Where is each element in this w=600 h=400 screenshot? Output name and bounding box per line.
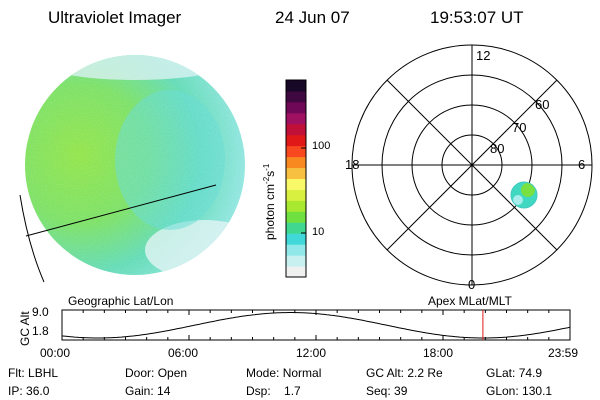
colorbar-tick-10: 10	[312, 226, 325, 238]
info-dsp: Dsp: 1.7	[246, 384, 301, 398]
colorbar-band	[286, 123, 306, 136]
date-label: 24 Jun 07	[275, 8, 350, 27]
colorbar-band	[286, 134, 306, 147]
info-mode: Mode: Normal	[246, 366, 322, 380]
apex-coords-label: Apex MLat/MLT	[428, 294, 512, 308]
time-tick-3: 18:00	[423, 346, 454, 360]
info-ip: IP: 36.0	[8, 384, 50, 398]
lat-label-70: 70	[512, 120, 527, 135]
colorbar-band	[286, 255, 306, 267]
info-gain: Gain: 14	[125, 384, 171, 398]
info-glon: GLon: 130.1	[486, 384, 553, 398]
mlt-label-0: 0	[468, 277, 476, 292]
colorbar-band	[286, 266, 306, 278]
colorbar-band	[286, 200, 306, 212]
terminator-line	[25, 184, 217, 237]
colorbar-band	[286, 244, 306, 256]
limb-arc	[19, 194, 45, 283]
colorbar-band	[286, 178, 306, 190]
gc-alt-top-value: 9.0	[32, 305, 49, 319]
colorbar-band	[286, 233, 306, 245]
gc-alt-bottom-value: 1.8	[32, 324, 49, 338]
colorbar-band	[286, 80, 306, 92]
colorbar-band	[286, 90, 306, 103]
colorbar-band	[286, 167, 306, 179]
info-seq: Seq: 39	[366, 384, 408, 398]
colorbar-band	[286, 222, 306, 234]
colorbar-band	[286, 112, 306, 125]
auroral-blob	[510, 181, 538, 209]
lat-label-60: 60	[535, 97, 550, 112]
time-tick-1: 06:00	[168, 346, 199, 360]
time-tick-4: 23:59	[548, 346, 579, 360]
instrument-title: Ultraviolet Imager	[48, 8, 182, 27]
info-glat: GLat: 74.9	[486, 366, 543, 380]
colorbar-band	[286, 145, 306, 158]
colorbar-tick-100: 100	[312, 140, 331, 152]
time-tick-0: 00:00	[40, 346, 71, 360]
mlt-label-18: 18	[345, 157, 360, 172]
mlt-label-6: 6	[578, 157, 586, 172]
colorbar-band	[286, 101, 306, 114]
mlt-label-12: 12	[476, 48, 491, 63]
geographic-coords-label: Geographic Lat/Lon	[68, 294, 174, 308]
info-door: Door: Open	[125, 366, 188, 380]
time-tick-2: 12:00	[296, 346, 327, 360]
colorbar-band	[286, 189, 306, 201]
info-gc-alt: GC Alt: 2.2 Re	[366, 366, 443, 380]
colorbar-band	[286, 156, 306, 169]
lat-label-80: 80	[490, 141, 505, 156]
colorbar-band	[286, 211, 306, 223]
time-label: 19:53:07 UT	[430, 8, 524, 27]
info-filter: Flt: LBHL	[8, 366, 59, 380]
